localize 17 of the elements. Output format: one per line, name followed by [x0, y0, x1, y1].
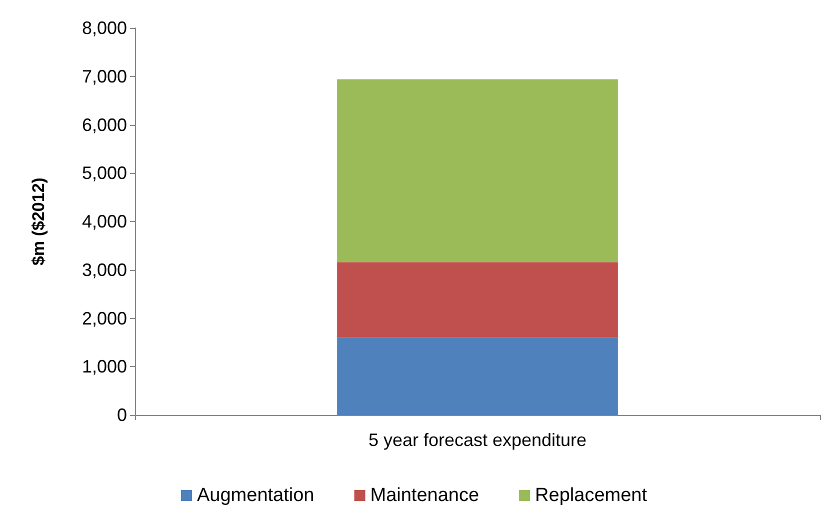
y-tick-label: 5,000 [82, 163, 127, 184]
legend-label: Augmentation [197, 485, 314, 506]
y-axis-title: $m ($2012) [29, 178, 48, 266]
legend-label: Replacement [535, 485, 648, 506]
x-tick-label: 5 year forecast expenditure [368, 430, 587, 450]
y-tick-label: 3,000 [82, 260, 127, 280]
y-tick-label: 6,000 [82, 114, 127, 135]
bar [337, 79, 618, 262]
y-tick-label: 4,000 [82, 212, 127, 232]
y-tick-label: 1,000 [82, 356, 127, 377]
bar [337, 337, 618, 415]
y-tick-label: 0 [116, 405, 127, 425]
legend-label: Maintenance [370, 485, 480, 506]
y-tick-label: 7,000 [82, 66, 127, 86]
y-tick-label: 2,000 [82, 308, 127, 328]
y-tick-label: 8,000 [82, 18, 127, 38]
bar [337, 262, 618, 338]
